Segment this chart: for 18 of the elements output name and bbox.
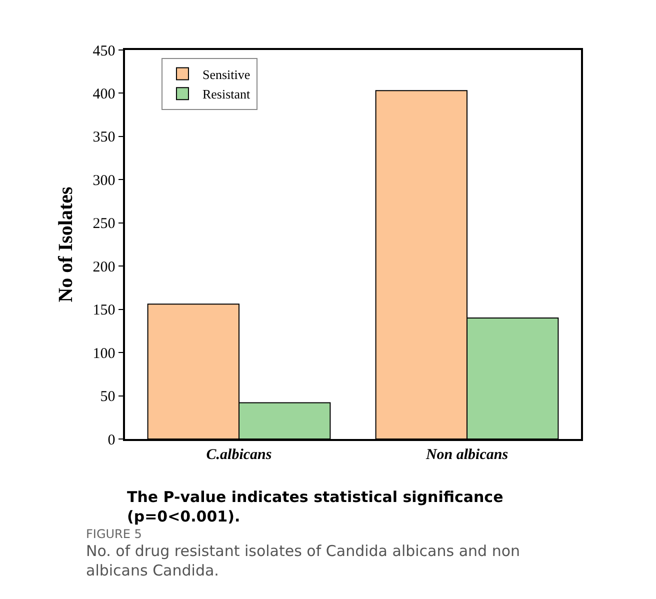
legend-label: Resistant [202, 86, 251, 102]
legend-label: Sensitive [202, 66, 250, 82]
y-tick-label: 450 [92, 43, 116, 60]
y-tick-label: 0 [108, 432, 116, 448]
text: The P-value indicates statistical significance (p=0<0.001). [127, 488, 504, 526]
x-tick-label: Non albicans [424, 446, 508, 463]
y-tick-label: 200 [92, 259, 116, 276]
y-tick-label: 300 [92, 172, 116, 189]
y-axis-title: No of Isolates [54, 186, 77, 302]
y-tick-label: 150 [92, 302, 116, 319]
text: No. of drug resistant isolates of Candida albicans and non albicans Candida. [86, 542, 520, 580]
y-tick-label: 50 [100, 389, 116, 406]
caption: FIGURE 5 [86, 527, 142, 541]
y-tick-label: 350 [92, 130, 116, 146]
y-tick-label: 250 [92, 216, 116, 232]
y-tick-label: 100 [92, 346, 116, 362]
y-tick-label: 400 [92, 86, 116, 102]
x-tick-label: C.albicans [206, 446, 272, 463]
